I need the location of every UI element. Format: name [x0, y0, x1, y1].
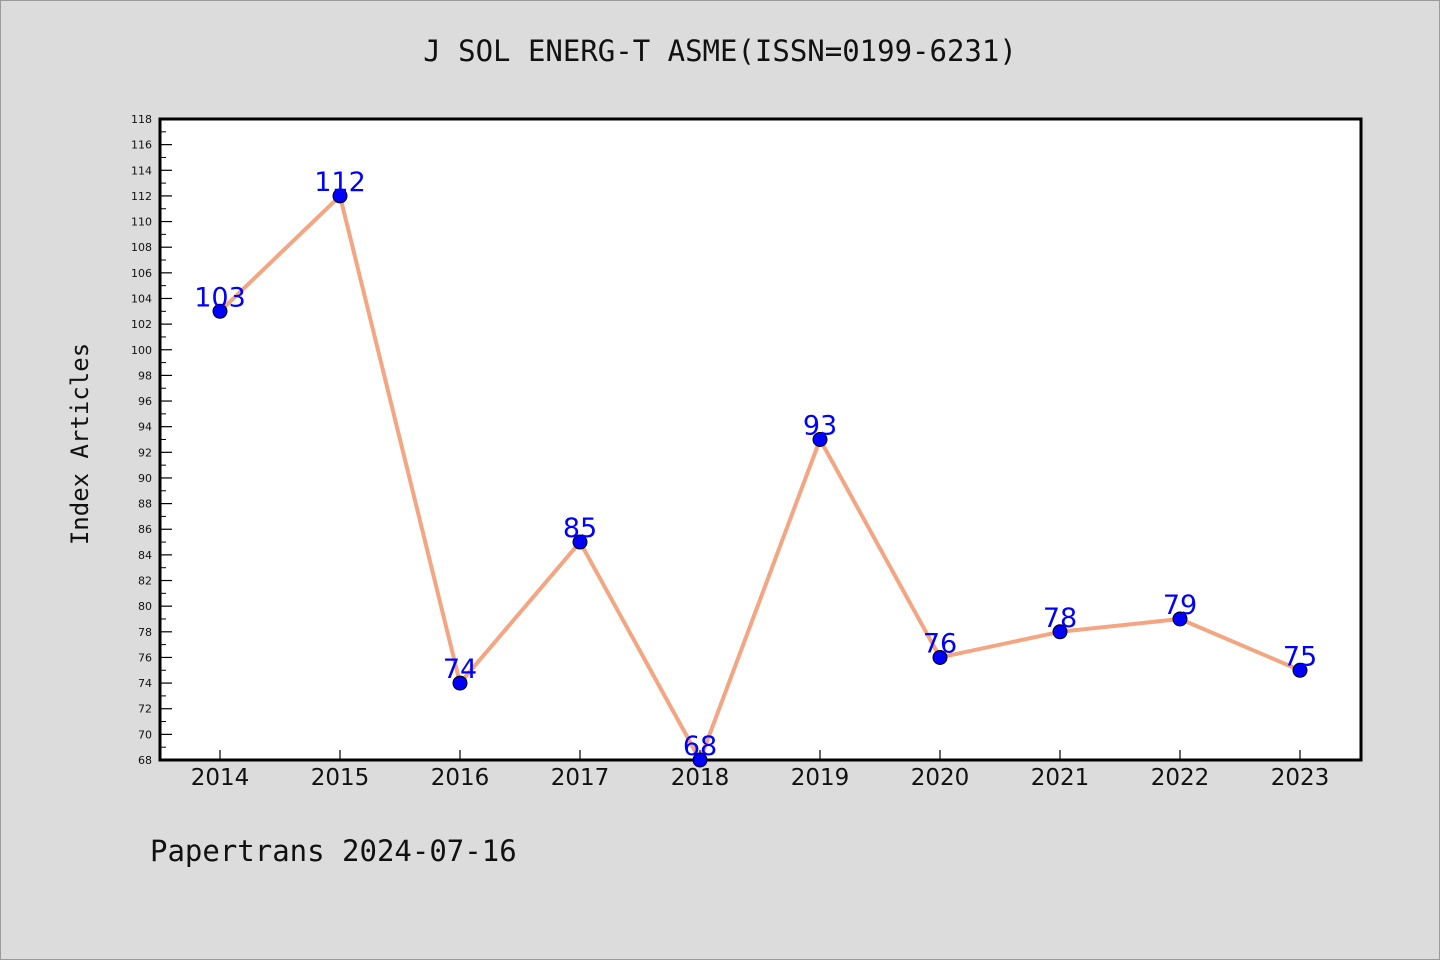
data-label: 68 — [683, 731, 717, 762]
x-tick-label: 2016 — [431, 765, 490, 791]
data-label: 76 — [923, 628, 957, 659]
y-tick-label: 72 — [138, 703, 152, 716]
y-tick-label: 86 — [138, 523, 152, 536]
y-tick-label: 96 — [138, 395, 152, 408]
x-tick-label: 2014 — [191, 765, 250, 791]
data-point — [452, 675, 468, 691]
y-tick-label: 76 — [138, 651, 152, 664]
x-tick-label: 2019 — [791, 765, 850, 791]
x-tick-label: 2023 — [1271, 765, 1330, 791]
series-line — [218, 193, 1301, 762]
data-point — [332, 188, 348, 204]
y-tick-label: 70 — [138, 728, 152, 741]
y-tick-label: 82 — [138, 575, 152, 588]
y-tick-label: 110 — [131, 216, 152, 229]
y-tick-label: 116 — [131, 139, 152, 152]
y-tick-label: 94 — [138, 421, 152, 434]
y-tick-label: 102 — [131, 318, 152, 331]
x-tick-label: 2022 — [1151, 765, 1210, 791]
data-point — [1172, 611, 1188, 627]
x-tick-label: 2018 — [671, 765, 730, 791]
data-label: 103 — [194, 282, 246, 313]
data-point — [212, 303, 228, 319]
plot-area — [158, 117, 1363, 762]
y-tick-label: 98 — [138, 369, 152, 382]
data-point — [932, 649, 948, 665]
y-tick-label: 106 — [131, 267, 152, 280]
data-point — [692, 752, 708, 768]
data-point — [1292, 662, 1308, 678]
data-label: 74 — [443, 654, 477, 685]
data-label: 79 — [1163, 590, 1197, 621]
data-label: 85 — [563, 513, 597, 544]
data-label: 112 — [314, 167, 366, 198]
y-tick-label: 78 — [138, 626, 152, 639]
y-tick-label: 114 — [131, 164, 152, 177]
data-point — [572, 534, 588, 550]
footer-credit: Papertrans 2024-07-16 — [150, 834, 517, 868]
data-label: 75 — [1283, 641, 1317, 672]
y-tick-label: 108 — [131, 241, 152, 254]
x-tick-label: 2020 — [911, 765, 970, 791]
x-tick-label: 2017 — [551, 765, 610, 791]
y-tick-label: 118 — [131, 113, 152, 126]
x-tick-label: 2021 — [1031, 765, 1090, 791]
y-tick-label: 80 — [138, 600, 152, 613]
y-tick-label: 90 — [138, 472, 152, 485]
y-tick-label: 100 — [131, 344, 152, 357]
y-tick-label: 104 — [131, 292, 152, 305]
data-label: 78 — [1043, 603, 1077, 634]
x-tick-label: 2015 — [311, 765, 370, 791]
y-tick-label: 92 — [138, 446, 152, 459]
y-tick-label: 84 — [138, 549, 152, 562]
data-point — [1052, 624, 1068, 640]
y-tick-label: 74 — [138, 677, 152, 690]
y-tick-label: 68 — [138, 754, 152, 767]
y-tick-label: 112 — [131, 190, 152, 203]
data-point — [812, 432, 828, 447]
chart-title: J SOL ENERG-T ASME(ISSN=0199-6231) — [423, 34, 1017, 68]
data-label: 93 — [803, 411, 837, 442]
y-tick-label: 88 — [138, 498, 152, 511]
